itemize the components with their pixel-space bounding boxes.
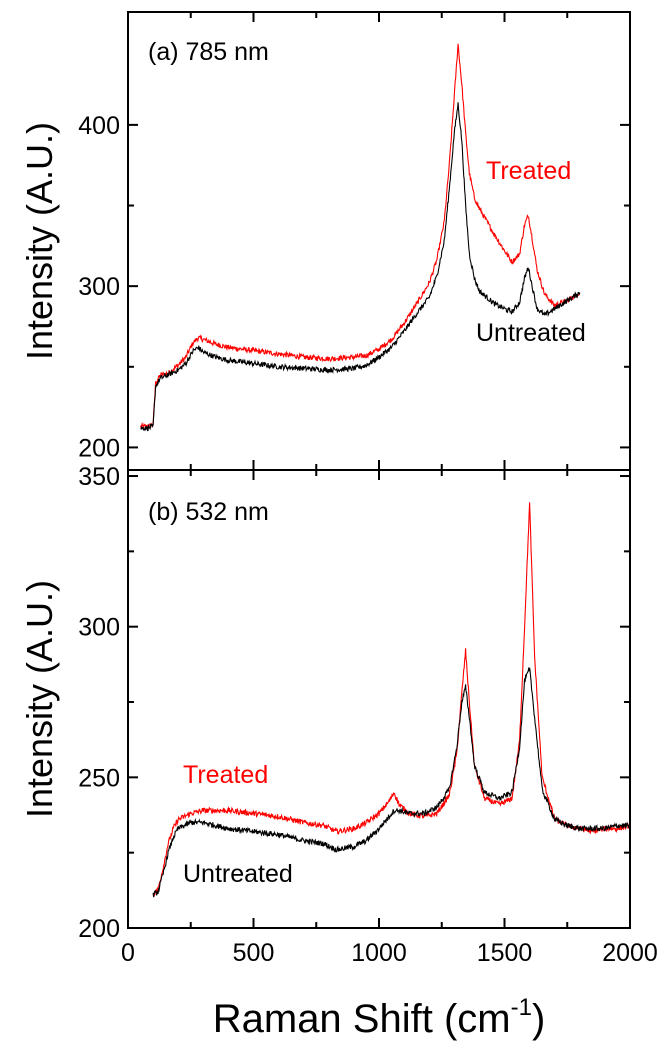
panel-a-ylabel: Intensity (A.U.) xyxy=(19,122,60,360)
panel-b-lines xyxy=(152,502,631,898)
panel-a-lines xyxy=(140,43,581,432)
series-treated-line xyxy=(152,502,631,898)
xtick-label: 0 xyxy=(121,939,135,967)
ytick-label: 300 xyxy=(78,273,120,301)
xtick-label: 1500 xyxy=(477,939,533,967)
panel-b-xticks: 0 500 1000 1500 2000 xyxy=(121,470,658,967)
series-untreated-line xyxy=(140,102,581,432)
ytick-label: 250 xyxy=(78,764,120,792)
panel-b: 200 250 300 350 0 500 1000 1500 2000 (b) 532 nm… xyxy=(19,463,658,1041)
series-treated-line xyxy=(140,43,580,430)
xtick-label: 500 xyxy=(233,939,275,967)
ytick-label: 300 xyxy=(78,614,120,642)
xtick-label: 2000 xyxy=(602,939,658,967)
panel-b-untreated-label: Untreated xyxy=(183,860,293,888)
ytick-label: 200 xyxy=(78,915,120,943)
xtick-label: 1000 xyxy=(351,939,407,967)
panel-b-yticks: 200 250 300 350 xyxy=(78,463,630,943)
x-axis-label-superscript: -1 xyxy=(511,994,532,1021)
x-axis-label: Raman Shift (cm-1) xyxy=(213,994,546,1041)
x-axis-label-main: Raman Shift (cm xyxy=(213,997,511,1041)
x-axis-label-end: ) xyxy=(532,997,545,1041)
panel-a-treated-label: Treated xyxy=(486,157,571,185)
panel-a-untreated-label: Untreated xyxy=(476,319,586,347)
series-untreated-line xyxy=(152,666,631,898)
panel-a-frame xyxy=(127,11,631,471)
panel-a: 200 300 400 (a) 785 nm Treated Untreated I… xyxy=(19,11,631,471)
panel-b-label: (b) 532 nm xyxy=(148,498,269,526)
panel-b-treated-label: Treated xyxy=(183,761,268,789)
ytick-label: 400 xyxy=(78,112,120,140)
panel-a-xticks xyxy=(127,12,631,470)
panel-a-label: (a) 785 nm xyxy=(148,38,269,66)
ytick-label: 350 xyxy=(78,463,120,491)
panel-b-ylabel: Intensity (A.U.) xyxy=(19,580,60,818)
ytick-label: 200 xyxy=(78,434,120,462)
panel-a-yticks: 200 300 400 xyxy=(78,112,630,462)
